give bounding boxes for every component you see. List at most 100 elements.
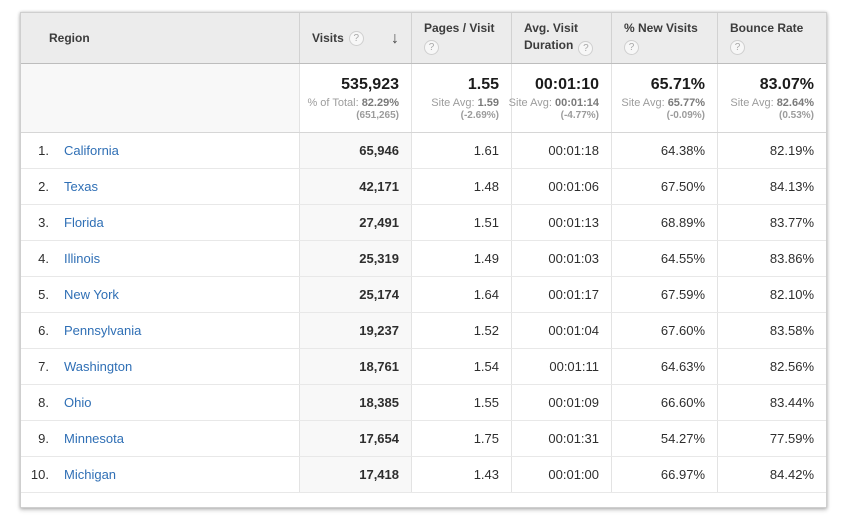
region-link[interactable]: Illinois	[64, 251, 101, 266]
bounce-rate-cell: 77.59%	[769, 431, 814, 446]
avg-duration-cell: 00:01:17	[512, 277, 612, 312]
summary-bounce-rate-paren: (0.53%)	[778, 109, 814, 121]
summary-pages-per-visit-total: 1.55	[467, 75, 499, 93]
table-row: 2. Texas 42,171 1.48 00:01:06 67.50% 84.1…	[21, 168, 826, 204]
avg-duration-cell: 00:01:13	[512, 205, 612, 240]
region-cell: 2. Texas	[21, 169, 300, 204]
pages-per-visit-cell: 1.51	[412, 205, 512, 240]
help-icon[interactable]: ?	[424, 40, 439, 55]
help-icon[interactable]: ?	[624, 40, 639, 55]
region-link[interactable]: Minnesota	[64, 431, 124, 446]
region-link[interactable]: Michigan	[64, 467, 117, 482]
visits-cell: 18,761	[300, 349, 412, 384]
bounce-rate-cell: 82.19%	[769, 143, 814, 158]
row-rank: 7.	[38, 359, 49, 374]
summary-bounce-rate-subtext: Site Avg: 82.64%	[730, 96, 814, 109]
avg-duration-cell: 00:01:11	[512, 349, 612, 384]
table-row: 1. California 65,946 1.61 00:01:18 64.38%…	[21, 133, 826, 168]
column-header-pages-per-visit[interactable]: Pages / Visit ?	[412, 13, 512, 63]
region-cell: 1. California	[21, 133, 300, 168]
summary-bounce-rate-total: 83.07%	[759, 75, 814, 93]
new-visits-cell: 67.60%	[612, 313, 718, 348]
region-link[interactable]: Texas	[64, 179, 98, 194]
visits-cell: 27,491	[300, 205, 412, 240]
pages-per-visit-cell: 1.48	[412, 169, 512, 204]
row-rank: 2.	[38, 179, 49, 194]
table-row: 7. Washington 18,761 1.54 00:01:11 64.63%…	[21, 348, 826, 384]
summary-bounce-rate-cell: 83.07% Site Avg: 82.64% (0.53%)	[718, 64, 826, 132]
summary-avg-duration-cell: 00:01:10 Site Avg: 00:01:14 (-4.77%)	[508, 64, 612, 132]
row-rank: 9.	[38, 431, 49, 446]
column-header-visits-label: Visits	[312, 30, 344, 45]
column-header-new-visits[interactable]: % New Visits ?	[612, 13, 718, 63]
region-cell: 10. Michigan	[21, 457, 300, 492]
table-header-row: Region Visits ? ↓ Pages / Visit ? Avg. V…	[21, 13, 826, 64]
bounce-rate-cell: 82.10%	[769, 287, 814, 302]
column-header-avg-visit-duration-label: Avg. Visit Duration	[524, 21, 579, 52]
table-row: 4. Illinois 25,319 1.49 00:01:03 64.55% 8…	[21, 240, 826, 276]
visits-cell: 25,174	[300, 277, 412, 312]
avg-duration-cell: 00:01:03	[512, 241, 612, 276]
region-link[interactable]: California	[64, 143, 119, 158]
region-cell: 7. Washington	[21, 349, 300, 384]
column-header-avg-visit-duration[interactable]: Avg. Visit Duration?	[512, 13, 612, 63]
column-header-pages-per-visit-label: Pages / Visit	[424, 21, 495, 35]
row-rank: 3.	[38, 215, 49, 230]
region-cell: 9. Minnesota	[21, 421, 300, 456]
pages-per-visit-cell: 1.61	[412, 133, 512, 168]
new-visits-cell: 67.50%	[612, 169, 718, 204]
help-icon[interactable]: ?	[348, 30, 364, 46]
visits-cell: 19,237	[300, 313, 412, 348]
pages-per-visit-cell: 1.43	[412, 457, 512, 492]
visits-cell: 42,171	[300, 169, 412, 204]
column-header-bounce-rate[interactable]: Bounce Rate ?	[718, 13, 826, 63]
row-rank: 1.	[38, 143, 49, 158]
bounce-rate-cell: 84.42%	[769, 467, 814, 482]
column-header-region[interactable]: Region	[21, 13, 300, 63]
table-row: 5. New York 25,174 1.64 00:01:17 67.59% 8…	[21, 276, 826, 312]
pages-per-visit-cell: 1.54	[412, 349, 512, 384]
region-link[interactable]: Pennsylvania	[64, 323, 142, 338]
summary-avg-duration-subtext: Site Avg: 00:01:14	[508, 96, 599, 109]
sort-descending-icon[interactable]: ↓	[391, 29, 399, 47]
column-header-bounce-rate-label: Bounce Rate	[730, 21, 804, 35]
new-visits-cell: 54.27%	[612, 421, 718, 456]
bounce-rate-cell: 83.77%	[769, 215, 814, 230]
region-cell: 8. Ohio	[21, 385, 300, 420]
visits-cell: 18,385	[300, 385, 412, 420]
avg-duration-cell: 00:01:04	[512, 313, 612, 348]
bounce-rate-cell: 83.86%	[769, 251, 814, 266]
new-visits-cell: 64.38%	[612, 133, 718, 168]
summary-new-visits-total: 65.71%	[650, 75, 705, 93]
summary-row: 535,923 % of Total: 82.29% (651,265) 1.5…	[21, 64, 826, 133]
region-link[interactable]: New York	[64, 287, 119, 302]
new-visits-cell: 68.89%	[612, 205, 718, 240]
column-header-new-visits-label: % New Visits	[624, 21, 698, 35]
summary-pages-per-visit-cell: 1.55 Site Avg: 1.59 (-2.69%)	[412, 64, 512, 132]
avg-duration-cell: 00:01:09	[512, 385, 612, 420]
new-visits-cell: 66.60%	[612, 385, 718, 420]
summary-pages-per-visit-subtext: Site Avg: 1.59	[431, 96, 499, 109]
help-icon[interactable]: ?	[730, 40, 745, 55]
avg-duration-cell: 00:01:06	[512, 169, 612, 204]
row-rank: 10.	[30, 467, 49, 482]
region-cell: 4. Illinois	[21, 241, 300, 276]
table-row: 8. Ohio 18,385 1.55 00:01:09 66.60% 83.44…	[21, 384, 826, 420]
row-rank: 4.	[38, 251, 49, 266]
avg-duration-cell: 00:01:31	[512, 421, 612, 456]
summary-pages-per-visit-paren: (-2.69%)	[460, 109, 499, 121]
region-link[interactable]: Ohio	[64, 395, 92, 410]
region-link[interactable]: Florida	[64, 215, 104, 230]
avg-duration-cell: 00:01:18	[512, 133, 612, 168]
visits-cell: 17,654	[300, 421, 412, 456]
table-row: 10. Michigan 17,418 1.43 00:01:00 66.97% …	[21, 456, 826, 493]
summary-visits-total: 535,923	[341, 75, 399, 93]
visits-cell: 17,418	[300, 457, 412, 492]
row-rank: 6.	[38, 323, 49, 338]
avg-duration-cell: 00:01:00	[512, 457, 612, 492]
help-icon[interactable]: ?	[578, 41, 594, 56]
region-link[interactable]: Washington	[64, 359, 133, 374]
region-cell: 5. New York	[21, 277, 300, 312]
column-header-visits[interactable]: Visits ? ↓	[300, 13, 412, 63]
